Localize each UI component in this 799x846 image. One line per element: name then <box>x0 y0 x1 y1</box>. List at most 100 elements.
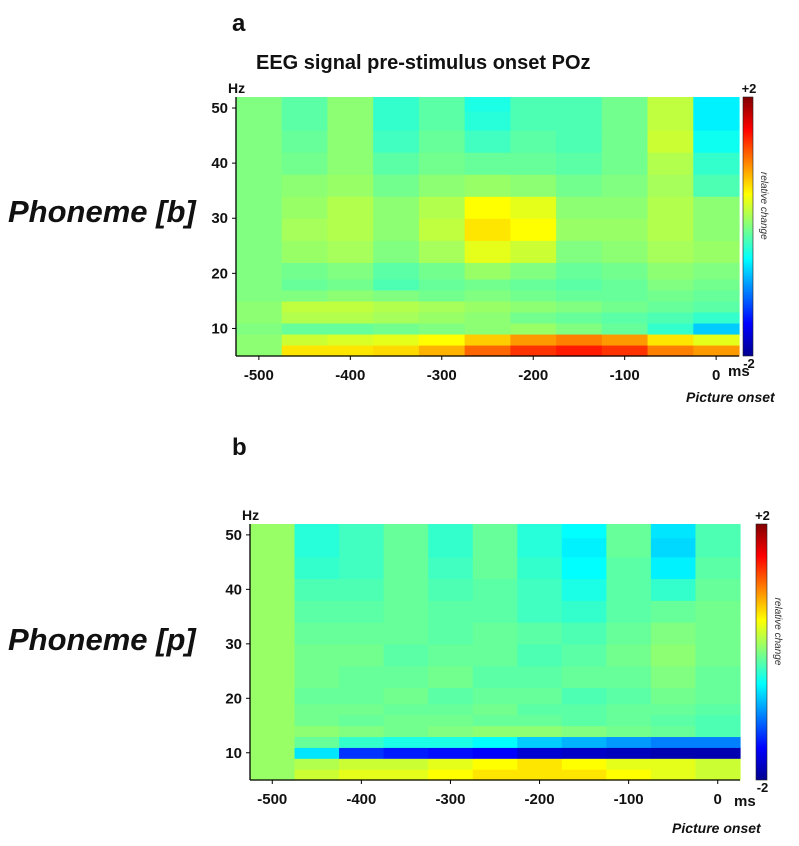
heatmap-cell <box>606 524 652 539</box>
heatmap-cell <box>339 622 385 645</box>
heatmap-cell <box>250 769 296 781</box>
heatmap-cell <box>517 736 563 748</box>
heatmap-cell <box>383 758 429 770</box>
heatmap-cell <box>693 322 740 335</box>
heatmap-cell <box>294 643 340 667</box>
heatmap-cell <box>695 665 741 689</box>
heatmap-cell <box>294 524 340 539</box>
heatmap-cell <box>601 196 649 219</box>
heatmap-cells <box>236 97 740 357</box>
heatmap-cell <box>561 725 607 738</box>
heatmap-cell <box>418 174 466 197</box>
heatmap-cell <box>647 322 694 335</box>
heatmap-cell <box>693 97 740 112</box>
y-tick-label: 40 <box>225 581 242 598</box>
heatmap-cell <box>236 278 283 291</box>
heatmap-cell <box>281 289 329 302</box>
heatmap-cell <box>561 687 607 705</box>
heatmap-cell <box>561 643 607 667</box>
heatmap-cell <box>294 725 340 738</box>
heatmap-cell <box>606 556 652 580</box>
heatmap-cell <box>693 196 740 219</box>
heatmap-cell <box>250 736 296 748</box>
colorbar-label: relative change <box>772 598 783 666</box>
heatmap-cell <box>517 665 563 689</box>
heatmap-cell <box>418 333 466 346</box>
heatmap-cell <box>464 289 511 302</box>
heatmap-cell <box>464 262 511 280</box>
heatmap-cell <box>606 725 652 738</box>
heatmap-cell <box>418 97 466 112</box>
heatmap-cell <box>373 218 420 241</box>
colorbar-min-label: -2 <box>743 356 755 371</box>
heatmap-cell <box>510 262 557 280</box>
heatmap-cell <box>556 322 603 335</box>
heatmap-cell <box>561 600 607 623</box>
heatmap-cell <box>517 703 563 716</box>
heatmap-cell <box>236 333 283 346</box>
heatmap-cell <box>556 289 603 302</box>
heatmap-cell <box>647 97 694 112</box>
heatmap-cell <box>517 643 563 667</box>
heatmap-cell <box>383 537 429 558</box>
heatmap-cell <box>693 218 740 241</box>
heatmap-cell <box>606 537 652 558</box>
heatmap-cell <box>250 622 296 645</box>
heatmap-cell <box>428 769 474 781</box>
heatmap-cell <box>281 322 329 335</box>
heatmap-cell <box>472 769 518 781</box>
heatmap-cell <box>650 758 697 770</box>
heatmap-cell <box>339 714 385 727</box>
heatmap-cell <box>281 311 329 324</box>
heatmap-cell <box>556 344 603 357</box>
heatmap-cell <box>373 152 420 175</box>
heatmap-cell <box>464 278 511 291</box>
heatmap-cell <box>294 665 340 689</box>
heatmap-cell <box>250 643 296 667</box>
heatmap-cell <box>250 714 296 727</box>
heatmap-cell <box>556 174 603 197</box>
heatmap-cell <box>510 322 557 335</box>
heatmap-cell <box>517 725 563 738</box>
heatmap-cell <box>339 600 385 623</box>
heatmap-cell <box>236 152 283 175</box>
heatmap-cell <box>647 174 694 197</box>
x-tick-label: -500 <box>257 791 287 808</box>
heatmap-cell <box>695 643 741 667</box>
heatmap-cell <box>695 600 741 623</box>
heatmap-cell <box>236 218 283 241</box>
heatmap-cell <box>294 537 340 558</box>
y-tick-label: 30 <box>211 210 228 227</box>
heatmap-cell <box>281 333 329 346</box>
heatmap-cell <box>339 643 385 667</box>
x-tick-label: -400 <box>346 791 376 808</box>
heatmap-cell <box>383 622 429 645</box>
heatmap-cell <box>510 97 557 112</box>
heatmap-cell <box>373 322 420 335</box>
heatmap-cell <box>464 322 511 335</box>
heatmap-cell <box>236 344 283 357</box>
heatmap-cell <box>517 537 563 558</box>
heatmap-cell <box>464 196 511 219</box>
heatmap-cell <box>294 600 340 623</box>
heatmap-cell <box>236 311 283 324</box>
heatmap-cell <box>647 130 694 153</box>
heatmap-cell <box>418 218 466 241</box>
heatmap-cell <box>510 278 557 291</box>
heatmap-cell <box>464 152 511 175</box>
heatmap-cell <box>695 725 741 738</box>
heatmap-cell <box>601 97 649 112</box>
heatmap-cell <box>693 110 740 131</box>
heatmap-cell <box>517 556 563 580</box>
heatmap-cell <box>561 537 607 558</box>
heatmap-cell <box>464 240 511 263</box>
heatmap-cell <box>464 333 511 346</box>
heatmap-cell <box>418 240 466 263</box>
heatmap-cell <box>294 687 340 705</box>
x-tick-label: -200 <box>525 791 555 808</box>
heatmap-cell <box>383 725 429 738</box>
heatmap-cell <box>601 218 649 241</box>
heatmap-cell <box>647 240 694 263</box>
heatmap-cell <box>428 714 474 727</box>
